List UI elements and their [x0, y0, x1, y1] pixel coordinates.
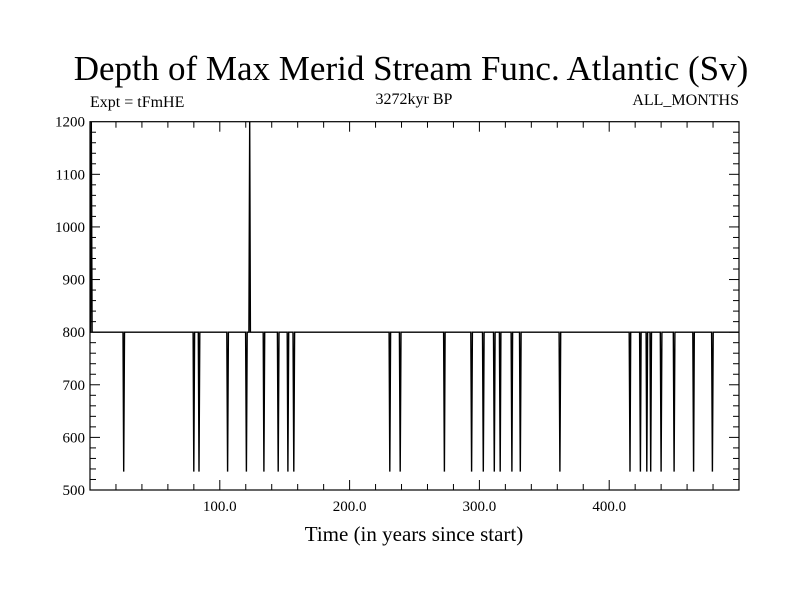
months-label: ALL_MONTHS — [632, 92, 739, 109]
plot-frame — [89, 121, 740, 491]
x-axis-label: Time (in years since start) — [305, 522, 524, 546]
chart-title: Depth of Max Merid Stream Func. Atlantic… — [74, 49, 749, 88]
x-tick-label: 400.0 — [592, 499, 626, 515]
y-tick-label: 700 — [63, 378, 86, 394]
y-tick-label: 600 — [63, 430, 86, 446]
y-tick-label: 800 — [63, 325, 86, 341]
y-tick-label: 1000 — [55, 220, 85, 236]
x-tick-label: 100.0 — [203, 499, 237, 515]
y-tick-label: 900 — [63, 273, 86, 289]
x-tick-label: 200.0 — [333, 499, 367, 515]
period-label: 3272kyr BP — [376, 91, 453, 108]
experiment-label: Expt = tFmHE — [90, 94, 184, 111]
series-line — [89, 121, 739, 472]
y-tick-label: 1200 — [55, 115, 85, 131]
x-tick-label: 300.0 — [463, 499, 497, 515]
y-tick-label: 1100 — [56, 167, 85, 183]
y-tick-label: 500 — [63, 483, 86, 499]
